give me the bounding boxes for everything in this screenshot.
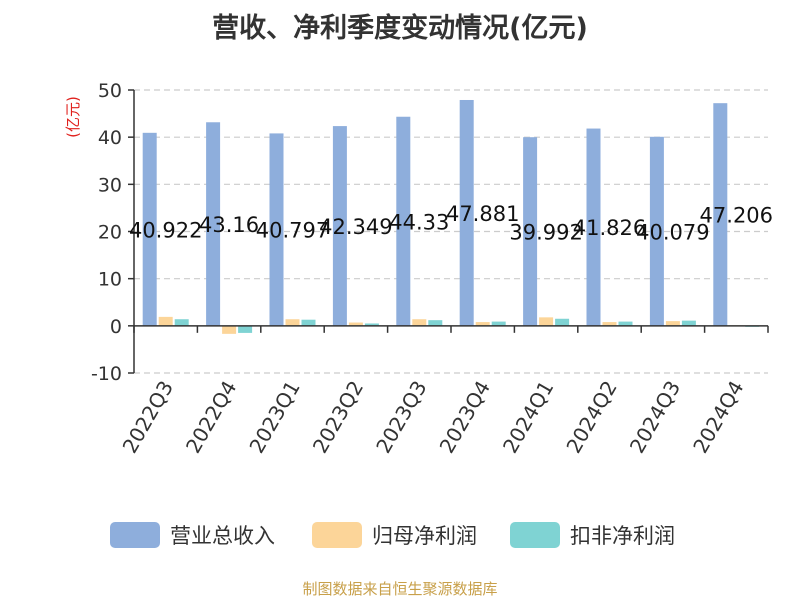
data-label: 41.826 bbox=[573, 216, 646, 240]
x-tick-label: 2024Q4 bbox=[688, 377, 748, 458]
bar bbox=[238, 325, 253, 333]
source-note: 制图数据来自恒生聚源数据库 bbox=[302, 580, 498, 598]
y-tick-label: 50 bbox=[98, 80, 122, 102]
data-label: 40.079 bbox=[636, 220, 709, 244]
data-label: 47.881 bbox=[446, 202, 519, 226]
bar bbox=[174, 319, 189, 326]
y-tick-label: 40 bbox=[98, 127, 122, 149]
data-label: 43.16 bbox=[199, 213, 259, 237]
x-tick-label: 2022Q4 bbox=[181, 377, 241, 458]
legend-label: 扣非净利润 bbox=[570, 524, 675, 548]
legend-swatch bbox=[110, 522, 160, 548]
data-label: 39.992 bbox=[509, 221, 582, 245]
chart-title: 营收、净利季度变动情况(亿元) bbox=[212, 13, 588, 44]
bar bbox=[555, 318, 570, 326]
legend-label: 归母净利润 bbox=[372, 524, 477, 548]
bar bbox=[539, 317, 554, 326]
bar bbox=[618, 321, 633, 326]
x-tick-label: 2023Q1 bbox=[244, 377, 304, 458]
bar bbox=[586, 128, 601, 326]
legend-label: 营业总收入 bbox=[170, 524, 275, 548]
bar bbox=[602, 322, 617, 326]
bar bbox=[491, 321, 506, 326]
data-label: 47.206 bbox=[700, 204, 773, 228]
bar bbox=[523, 137, 538, 326]
x-tick-label: 2024Q2 bbox=[561, 377, 621, 458]
bar bbox=[222, 325, 237, 334]
bar bbox=[475, 322, 490, 326]
x-tick-label: 2023Q3 bbox=[371, 377, 431, 458]
bar bbox=[428, 320, 443, 326]
bar bbox=[142, 132, 157, 326]
x-tick-label: 2023Q4 bbox=[435, 377, 495, 458]
bar bbox=[285, 319, 300, 326]
bar bbox=[269, 133, 284, 326]
bar bbox=[348, 322, 363, 326]
bar bbox=[649, 136, 664, 326]
data-label: 42.349 bbox=[319, 215, 392, 239]
x-tick-label: 2022Q3 bbox=[118, 377, 178, 458]
x-tick-label: 2023Q2 bbox=[308, 377, 368, 458]
y-tick-label: 30 bbox=[98, 174, 122, 196]
bar bbox=[332, 126, 347, 326]
y-tick-label: -10 bbox=[91, 363, 122, 385]
data-label: 40.797 bbox=[256, 219, 329, 243]
bar bbox=[364, 323, 379, 326]
bar bbox=[681, 320, 696, 326]
x-tick-label: 2024Q3 bbox=[625, 377, 685, 458]
bar bbox=[713, 103, 728, 326]
data-label: 40.922 bbox=[129, 218, 202, 242]
y-axis-label: (亿元) bbox=[64, 96, 82, 138]
legend-swatch bbox=[312, 522, 362, 548]
bar bbox=[665, 321, 680, 326]
bar bbox=[206, 122, 221, 326]
bar bbox=[301, 319, 316, 326]
data-label: 44.33 bbox=[389, 210, 449, 234]
bar bbox=[396, 116, 411, 326]
bar bbox=[412, 319, 427, 326]
y-tick-label: 0 bbox=[110, 316, 122, 338]
x-tick-label: 2024Q1 bbox=[498, 377, 558, 458]
bar bbox=[459, 99, 474, 326]
legend-swatch bbox=[510, 522, 560, 548]
bar bbox=[158, 316, 173, 326]
y-tick-label: 10 bbox=[98, 269, 122, 291]
y-tick-label: 20 bbox=[98, 222, 122, 244]
